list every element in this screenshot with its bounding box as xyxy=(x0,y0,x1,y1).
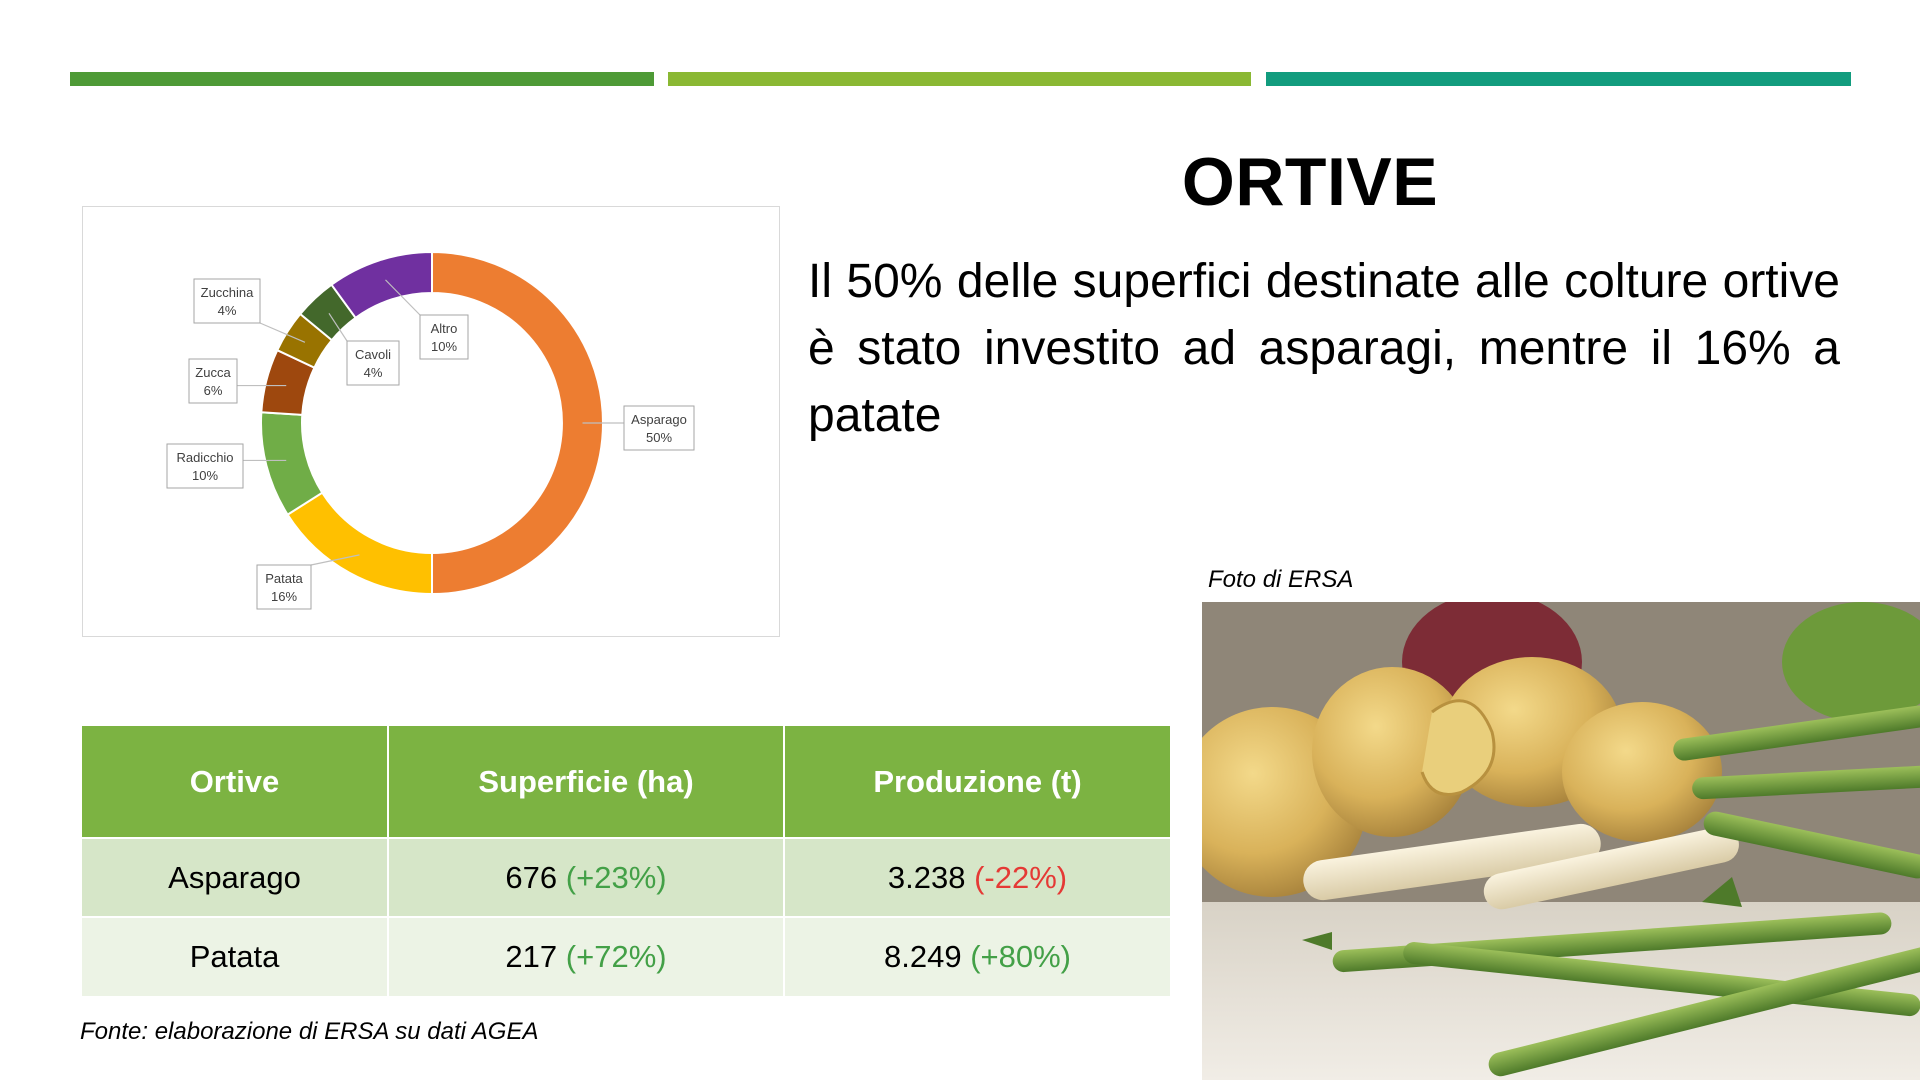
table-cell-superficie: 676 (+23%) xyxy=(388,837,785,917)
table-header-superficie: Superficie (ha) xyxy=(388,726,785,838)
source-note: Fonte: elaborazione di ERSA su dati AGEA xyxy=(80,1018,539,1045)
table-cell-name: Patata xyxy=(82,916,389,996)
table-row: Patata 217 (+72%) 8.249 (+80%) xyxy=(82,916,1170,996)
header-bar-2 xyxy=(668,72,1251,86)
table-cell-name: Asparago xyxy=(82,837,389,917)
header-bar-3 xyxy=(1266,72,1851,86)
donut-label-name: Patata xyxy=(265,571,303,586)
table-cell-produzione: 8.249 (+80%) xyxy=(784,916,1170,996)
table-header-produzione: Produzione (t) xyxy=(784,726,1170,838)
donut-label-value: 50% xyxy=(646,430,672,445)
donut-label-value: 10% xyxy=(192,468,218,483)
donut-label-name: Zucchina xyxy=(201,285,255,300)
value: 217 xyxy=(505,939,558,974)
donut-leader-line xyxy=(328,312,348,342)
donut-label-name: Asparago xyxy=(631,412,687,427)
donut-label-name: Zucca xyxy=(195,365,231,380)
table-header-row: Ortive Superficie (ha) Produzione (t) xyxy=(82,726,1170,838)
photo-illustration xyxy=(1202,602,1920,1080)
data-table: Ortive Superficie (ha) Produzione (t) As… xyxy=(82,726,1170,996)
photo-caption: Foto di ERSA xyxy=(1208,566,1354,593)
donut-leader-line xyxy=(310,554,360,566)
donut-label-value: 10% xyxy=(431,339,457,354)
donut-slice-altro xyxy=(330,250,433,320)
donut-leader-line xyxy=(385,279,421,316)
table-cell-produzione: 3.238 (-22%) xyxy=(784,837,1170,917)
donut-chart: Asparago 50% Patata 16% Radicchio 10% Zucca 6% Z… xyxy=(82,206,780,637)
value: 8.249 xyxy=(884,939,962,974)
donut-slice-asparago xyxy=(431,250,604,596)
donut-label-asparago: Asparago 50% xyxy=(623,405,695,451)
table-header-ortive: Ortive xyxy=(82,726,389,838)
donut-label-value: 6% xyxy=(204,383,223,398)
table-row: Asparago 676 (+23%) 3.238 (-22%) xyxy=(82,837,1170,917)
change-badge: (+23%) xyxy=(565,859,667,895)
donut-slice-radicchio xyxy=(260,411,324,517)
donut-label-value: 4% xyxy=(218,303,237,318)
donut-label-altro: Altro 10% xyxy=(419,314,469,360)
donut-leader-line xyxy=(259,322,306,343)
change-badge: (+80%) xyxy=(970,939,1071,974)
header-bar-1 xyxy=(70,72,654,86)
slide-title: ORTIVE xyxy=(1181,144,1439,220)
donut-label-name: Altro xyxy=(431,321,458,336)
donut-label-zucchina: Zucchina 4% xyxy=(193,278,261,324)
donut-label-value: 16% xyxy=(271,589,297,604)
value: 676 xyxy=(505,859,558,895)
donut-label-value: 4% xyxy=(364,365,383,380)
value: 3.238 xyxy=(887,859,966,895)
change-badge: (+72%) xyxy=(565,939,667,974)
donut-label-name: Radicchio xyxy=(176,450,233,465)
change-badge: (-22%) xyxy=(974,859,1068,895)
slide-body-text: Il 50% delle superfici destinate alle co… xyxy=(808,255,1840,442)
donut-label-patata: Patata 16% xyxy=(256,564,312,610)
donut-chart-svg: Asparago50%Patata16%Radicchio10%Zucca6%Z… xyxy=(166,250,695,610)
donut-label-radicchio: Radicchio 10% xyxy=(166,443,244,489)
donut-label-cavoli: Cavoli 4% xyxy=(346,340,400,386)
donut-label-zucca: Zucca 6% xyxy=(188,358,238,404)
donut-label-name: Cavoli xyxy=(355,347,391,362)
asparagus-potato-photo xyxy=(1202,602,1920,1080)
table-cell-superficie: 217 (+72%) xyxy=(388,916,785,996)
